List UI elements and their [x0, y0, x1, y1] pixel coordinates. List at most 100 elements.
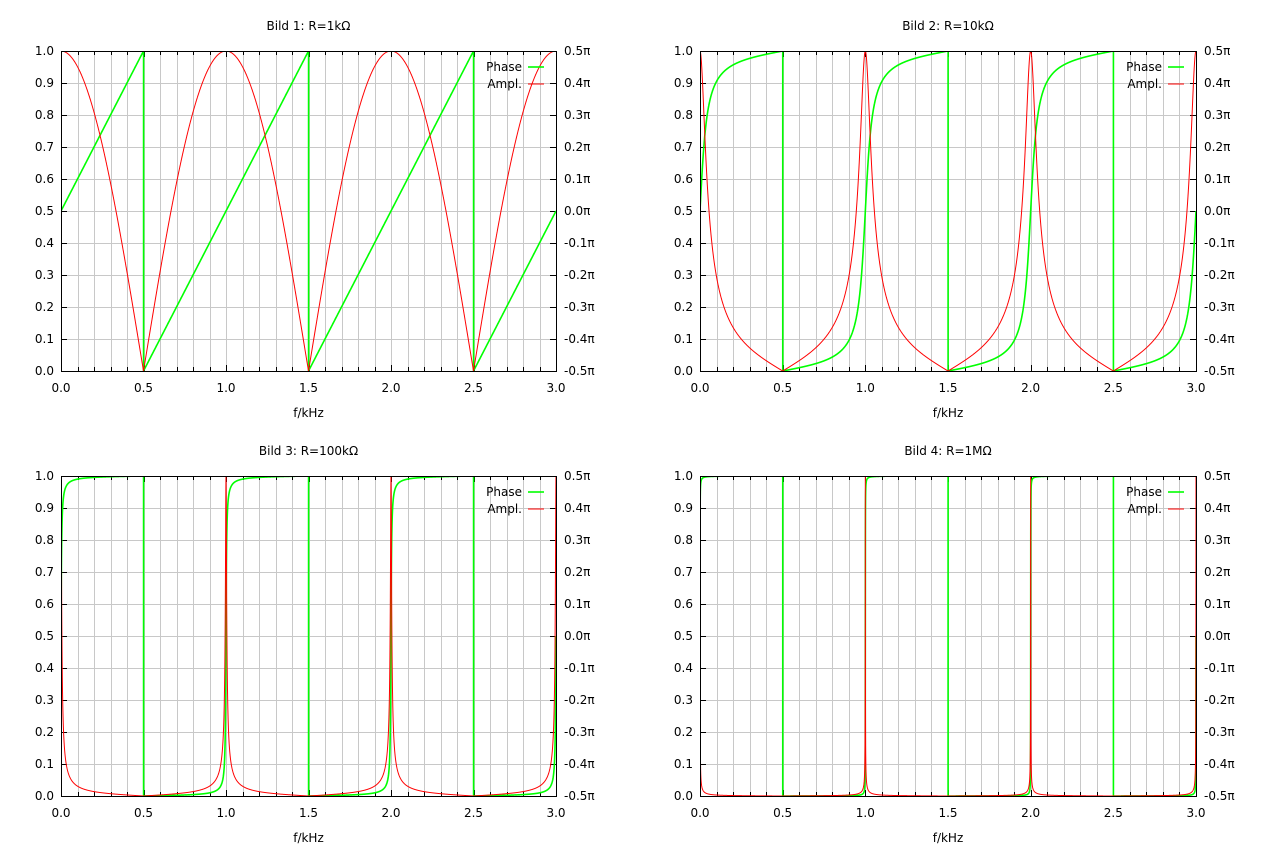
y2-tick-label: -0.1π: [564, 236, 595, 250]
legend-label-phase: Phase: [1126, 60, 1162, 74]
y2-tick-label: -0.4π: [564, 757, 595, 771]
legend-label-amplitude: Ampl.: [1127, 77, 1162, 91]
y-tick-label: 0.6: [35, 597, 54, 611]
x-axis-label: f/kHz: [933, 831, 964, 845]
legend-label-phase: Phase: [486, 60, 522, 74]
x-tick-label: 2.0: [381, 381, 400, 395]
y2-tick-label: 0.2π: [1204, 140, 1230, 154]
legend: Phase Ampl.: [486, 60, 544, 91]
chart-title: Bild 2: R=10kΩ: [902, 19, 994, 33]
y-tick-label: 0.9: [674, 501, 693, 515]
y2-tick-label: -0.2π: [564, 693, 595, 707]
plot-frame: [700, 51, 1197, 372]
y2-tick-label: -0.4π: [1204, 757, 1235, 771]
x-tick-label: 2.0: [1021, 381, 1040, 395]
x-tick-label: 0.0: [51, 806, 70, 820]
y-tick-label: 1.0: [35, 469, 54, 483]
y-tick-label: 0.1: [35, 332, 54, 346]
y-tick-label: 0.8: [35, 108, 54, 122]
y2-tick-label: -0.2π: [1204, 693, 1235, 707]
x-tick-label: 0.5: [134, 806, 153, 820]
y-tick-label: 0.2: [674, 725, 693, 739]
y2-tick-label: -0.3π: [564, 300, 595, 314]
y-tick-label: 0.3: [674, 268, 693, 282]
y-tick-label: 0.1: [674, 332, 693, 346]
y2-tick-label: 0.2π: [564, 565, 590, 579]
chart-1: 0.0 0.5 1.0 1.5 2.0 2.5 3.0 0.0 0.1 0.2 0.3 0.4 0.5 0…: [35, 19, 595, 420]
legend: Phase Ampl.: [1126, 60, 1184, 91]
y-tick-label: 0.4: [674, 236, 693, 250]
y-tick-label: 0.5: [674, 629, 693, 643]
y2-tick-label: 0.0π: [564, 629, 590, 643]
y-tick-label: 0.9: [35, 76, 54, 90]
y2-tick-label: 0.1π: [1204, 597, 1230, 611]
y-tick-label: 0.5: [35, 629, 54, 643]
y2-tick-label: 0.5π: [564, 469, 590, 483]
chart-3: 0.0 0.5 1.0 1.5 2.0 2.5 3.0 0.0 0.1 0.2 0.3 0.4 0.5 0…: [35, 444, 595, 845]
y2-tick-label: 0.4π: [1204, 76, 1230, 90]
y-tick-label: 0.5: [35, 204, 54, 218]
y-tick-label: 0.2: [674, 300, 693, 314]
y-tick-label: 1.0: [674, 469, 693, 483]
y-tick-label: 0.8: [674, 533, 693, 547]
y2-tick-label: -0.3π: [1204, 725, 1235, 739]
x-tick-label: 1.0: [216, 806, 235, 820]
y-tick-label: 0.5: [674, 204, 693, 218]
y2-tick-label: 0.4π: [564, 76, 590, 90]
y-tick-label: 0.2: [35, 300, 54, 314]
x-tick-label: 3.0: [546, 806, 565, 820]
y-tick-label: 0.2: [35, 725, 54, 739]
y2-tick-label: 0.4π: [564, 501, 590, 515]
legend: Phase Ampl.: [1126, 485, 1184, 516]
y-tick-label: 0.3: [35, 693, 54, 707]
y2-tick-label: -0.5π: [1204, 789, 1235, 803]
y-tick-label: 0.6: [35, 172, 54, 186]
y2-tick-label: -0.2π: [564, 268, 595, 282]
y-tick-label: 0.6: [674, 172, 693, 186]
x-axis-label: f/kHz: [933, 406, 964, 420]
legend-label-amplitude: Ampl.: [487, 502, 522, 516]
y-tick-label: 0.1: [674, 757, 693, 771]
x-tick-label: 1.0: [856, 806, 875, 820]
legend: Phase Ampl.: [486, 485, 544, 516]
y2-tick-label: 0.3π: [564, 108, 590, 122]
chart-title: Bild 4: R=1MΩ: [904, 444, 991, 458]
y2-tick-label: 0.3π: [1204, 533, 1230, 547]
x-tick-label: 1.5: [299, 381, 318, 395]
x-tick-label: 0.5: [773, 381, 792, 395]
y2-tick-label: -0.1π: [564, 661, 595, 675]
x-tick-label: 0.5: [134, 381, 153, 395]
x-tick-label: 2.0: [1021, 806, 1040, 820]
y2-tick-label: -0.5π: [564, 789, 595, 803]
y2-tick-label: 0.2π: [1204, 565, 1230, 579]
y2-tick-label: -0.3π: [1204, 300, 1235, 314]
y-tick-label: 0.7: [35, 565, 54, 579]
y2-tick-label: 0.3π: [1204, 108, 1230, 122]
y-tick-label: 0.4: [35, 661, 54, 675]
x-tick-label: 0.0: [690, 806, 709, 820]
x-tick-label: 2.0: [381, 806, 400, 820]
x-tick-label: 0.5: [773, 806, 792, 820]
x-tick-label: 2.5: [1104, 381, 1123, 395]
y2-tick-label: 0.0π: [1204, 204, 1230, 218]
y-tick-label: 0.7: [35, 140, 54, 154]
y2-tick-label: 0.5π: [564, 44, 590, 58]
y2-tick-label: -0.1π: [1204, 236, 1235, 250]
y-tick-label: 0.7: [674, 140, 693, 154]
y2-tick-label: 0.0π: [564, 204, 590, 218]
y-tick-label: 0.6: [674, 597, 693, 611]
y2-tick-label: 0.1π: [564, 172, 590, 186]
x-tick-label: 2.5: [464, 806, 483, 820]
y2-tick-label: -0.4π: [564, 332, 595, 346]
y-tick-label: 0.8: [674, 108, 693, 122]
y-tick-label: 0.3: [674, 693, 693, 707]
y-tick-label: 0.4: [674, 661, 693, 675]
y-tick-label: 0.8: [35, 533, 54, 547]
legend-label-phase: Phase: [1126, 485, 1162, 499]
x-tick-label: 2.5: [1104, 806, 1123, 820]
plot-frame: [61, 476, 557, 797]
y2-tick-label: -0.1π: [1204, 661, 1235, 675]
y2-tick-label: 0.2π: [564, 140, 590, 154]
y2-tick-label: 0.1π: [1204, 172, 1230, 186]
